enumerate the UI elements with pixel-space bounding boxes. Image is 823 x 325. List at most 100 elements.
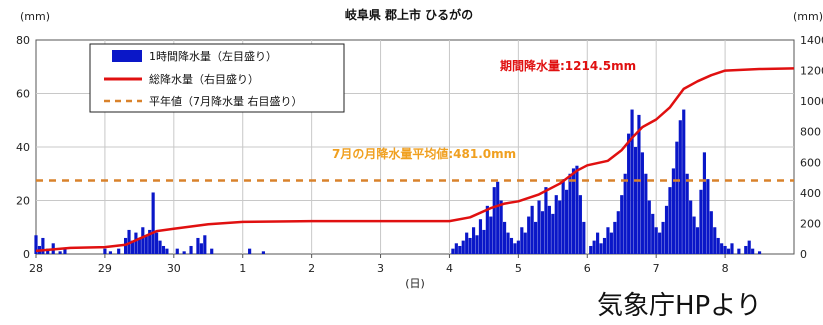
hourly-bar bbox=[151, 192, 155, 254]
hourly-bar bbox=[148, 229, 152, 254]
hourly-bar bbox=[554, 195, 558, 254]
hourly-bar bbox=[248, 248, 252, 254]
chart-title: 岐阜県 郡上市 ひるがの bbox=[345, 7, 473, 22]
hourly-bar bbox=[651, 213, 655, 254]
hourly-bar bbox=[261, 251, 265, 254]
hourly-bar bbox=[671, 168, 675, 254]
hourly-bar bbox=[63, 248, 67, 254]
hourly-bar bbox=[475, 235, 479, 254]
hourly-bar bbox=[199, 243, 203, 254]
hourly-bar bbox=[46, 248, 50, 254]
source-credit: 気象庁HPより bbox=[597, 291, 762, 321]
hourly-bar bbox=[513, 243, 517, 254]
hourly-bar bbox=[485, 205, 489, 254]
hourly-bar bbox=[551, 213, 555, 254]
hourly-bar bbox=[730, 243, 734, 254]
legend: 1時間降水量（左目盛り） 総降水量（右目盛り） 平年値（7月降水量 右目盛り） bbox=[89, 43, 345, 113]
hourly-bar bbox=[713, 227, 717, 254]
legend-label-normal: 平年値（7月降水量 右目盛り） bbox=[149, 94, 303, 108]
hourly-bar bbox=[182, 251, 186, 254]
hourly-bar bbox=[134, 232, 138, 254]
left-axis-unit: (mm) bbox=[20, 10, 50, 23]
x-tick-label: 5 bbox=[515, 262, 522, 275]
hourly-bar bbox=[589, 245, 593, 254]
hourly-bar bbox=[695, 227, 700, 254]
hourly-bar bbox=[530, 205, 534, 254]
hourly-bar bbox=[668, 187, 672, 254]
hourly-bar bbox=[103, 248, 107, 254]
hourly-bar bbox=[709, 211, 713, 254]
hourly-bar bbox=[458, 245, 462, 254]
hourly-bar bbox=[465, 232, 469, 254]
left-tick-label: 80 bbox=[16, 34, 30, 47]
left-tick-label: 60 bbox=[16, 88, 30, 101]
hourly-bar bbox=[158, 240, 162, 254]
hourly-bar bbox=[751, 248, 755, 254]
hourly-bar bbox=[737, 248, 741, 254]
hourly-bar bbox=[602, 237, 607, 254]
hourly-bar bbox=[689, 200, 693, 254]
hourly-bar bbox=[471, 227, 476, 254]
hourly-bar bbox=[654, 227, 658, 254]
hourly-bar bbox=[108, 251, 113, 254]
hourly-bar bbox=[144, 235, 148, 254]
hourly-bar bbox=[478, 219, 483, 254]
hourly-bar bbox=[578, 195, 582, 254]
hourly-bar bbox=[627, 133, 631, 254]
hourly-bar bbox=[203, 235, 207, 254]
hourly-bar bbox=[609, 232, 613, 254]
hourly-bar bbox=[613, 221, 617, 254]
right-axis-unit: (mm) bbox=[793, 10, 823, 23]
x-tick-label: 4 bbox=[446, 262, 453, 275]
hourly-bar bbox=[692, 216, 696, 254]
hourly-bar bbox=[716, 237, 720, 254]
right-tick-label: 800 bbox=[800, 126, 821, 139]
grid-layer bbox=[35, 39, 795, 255]
hourly-bar bbox=[644, 173, 648, 254]
hourly-bar bbox=[571, 168, 576, 254]
hourly-bar bbox=[547, 205, 551, 254]
right-tick-label: 600 bbox=[800, 156, 821, 169]
hourly-bar bbox=[630, 109, 634, 254]
hourly-bar bbox=[664, 205, 669, 254]
total-precipitation-line bbox=[35, 67, 795, 253]
legend-bar-swatch bbox=[112, 50, 142, 62]
hourly-bar bbox=[527, 216, 531, 254]
hourly-bar bbox=[757, 251, 762, 254]
hourly-bar bbox=[34, 235, 38, 254]
hourly-bar bbox=[561, 179, 565, 254]
hourly-bar bbox=[637, 114, 641, 255]
hourly-bar bbox=[516, 240, 520, 254]
legend-label-total: 総降水量（右目盛り） bbox=[149, 72, 259, 86]
hourly-bar bbox=[633, 147, 638, 254]
total-annotation: 期間降水量:1214.5mm bbox=[500, 58, 636, 73]
hourly-bar bbox=[461, 240, 465, 254]
hourly-bar bbox=[582, 221, 586, 254]
right-tick-label: 1200 bbox=[800, 65, 823, 78]
hourly-bar bbox=[544, 187, 548, 254]
hourly-bar bbox=[726, 248, 731, 254]
hourly-bar bbox=[523, 232, 527, 254]
hourly-bar bbox=[468, 237, 472, 254]
x-tick-label: 30 bbox=[167, 262, 181, 275]
hourly-bar bbox=[41, 237, 45, 254]
hourly-bar bbox=[623, 173, 627, 254]
hourly-bar bbox=[658, 232, 662, 254]
hourly-bar bbox=[620, 195, 624, 254]
hourly-bar bbox=[575, 165, 579, 254]
average-annotation: 7月の月降水量平均値:481.0mm bbox=[332, 146, 516, 161]
left-tick-label: 40 bbox=[16, 141, 30, 154]
hourly-bar bbox=[540, 211, 545, 254]
total-line-layer bbox=[35, 67, 795, 253]
hourly-bar bbox=[678, 120, 682, 254]
x-tick-label: 28 bbox=[29, 262, 43, 275]
hourly-bar bbox=[606, 227, 610, 254]
x-axis-unit: (日) bbox=[405, 277, 425, 290]
hourly-bar bbox=[137, 237, 141, 254]
axis-layer: 0204060800200400600800100012001400282930… bbox=[16, 34, 823, 275]
hourly-bar bbox=[744, 245, 748, 254]
hourly-bar bbox=[496, 181, 500, 254]
x-tick-label: 6 bbox=[584, 262, 591, 275]
hourly-bar bbox=[58, 251, 62, 254]
